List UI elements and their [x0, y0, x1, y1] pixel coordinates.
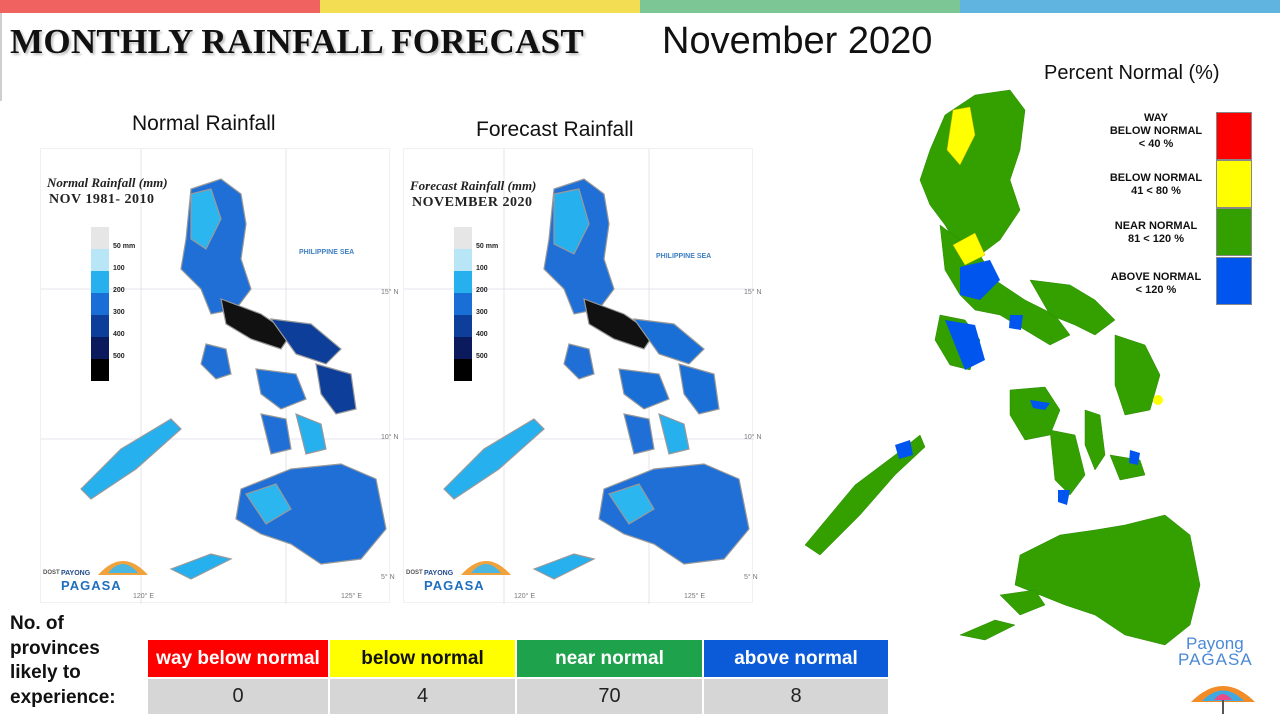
forecast-map-caption: Forecast Rainfall (mm): [410, 178, 537, 193]
scale-swatch: [454, 227, 472, 249]
lon-tick: 125° E: [341, 593, 363, 600]
count-below-normal: 4: [330, 677, 517, 714]
scale-swatch: [454, 359, 472, 381]
scale-swatch: [91, 227, 109, 249]
dost-label: DOST: [43, 570, 60, 576]
lon-tick: 120° E: [133, 593, 155, 600]
sea-label: PHILIPPINE SEA: [299, 249, 355, 256]
lat-tick: 10° N: [744, 434, 762, 441]
scale-label: 300: [113, 309, 125, 316]
normal-rainfall-map: Normal Rainfall (mm) NOV 1981- 2010 PHIL…: [40, 148, 399, 604]
umbrella-icon: [98, 561, 148, 575]
normal-map-graphic: [41, 149, 391, 604]
legend-label: NEAR NORMAL 81 < 120 %: [1114, 220, 1198, 245]
header-near-normal: near normal: [517, 640, 704, 677]
forecast-rainfall-heading: Forecast Rainfall: [476, 118, 634, 141]
count-near-normal: 70: [517, 677, 704, 714]
lat-tick: 15° N: [744, 289, 762, 296]
scale-label: 400: [476, 331, 488, 338]
legend-label: ABOVE NORMAL < 120 %: [1110, 271, 1202, 296]
scale-swatch: [91, 271, 109, 293]
legend-above-normal: ABOVE NORMAL < 120 %: [1100, 257, 1280, 305]
scale-label: 200: [476, 287, 488, 294]
legend-near-normal: NEAR NORMAL 81 < 120 %: [1100, 208, 1280, 256]
normal-map-caption: Normal Rainfall (mm): [47, 175, 168, 190]
header-way-below-normal: way below normal: [148, 640, 330, 677]
legend-way-below-normal: WAY BELOW NORMAL < 40 %: [1100, 112, 1280, 160]
provinces-label: No. of provinces likely to experience:: [10, 613, 116, 708]
scale-label: 300: [476, 309, 488, 316]
scale-swatch: [454, 315, 472, 337]
scale-swatch: [91, 315, 109, 337]
forecast-map-graphic: [404, 149, 754, 604]
scale-label: 100: [476, 265, 488, 272]
percent-normal-map: [804, 89, 1201, 646]
forecast-rainfall-map: Forecast Rainfall (mm) NOVEMBER 2020 PHI…: [403, 148, 762, 604]
count-way-below-normal: 0: [148, 677, 330, 714]
rainfall-scale: 50 mm 100 200 300 400 500: [454, 227, 524, 381]
scale-swatch: [454, 271, 472, 293]
scale-label: 400: [113, 331, 125, 338]
page-title: MONTHLY RAINFALL FORECAST: [10, 22, 585, 61]
legend-swatch-yellow: [1216, 160, 1252, 208]
legend-swatch-blue: [1216, 257, 1252, 305]
scale-label: 500: [113, 353, 125, 360]
payong-pagasa-brand: Payong PAGASA: [1178, 634, 1278, 720]
legend-label: BELOW NORMAL 41 < 80 %: [1109, 172, 1203, 197]
scale-swatch: [454, 249, 472, 271]
brand-line1: Payong: [1186, 634, 1244, 653]
count-above-normal: 8: [704, 677, 890, 714]
scale-swatch: [454, 293, 472, 315]
stripe-blue: [960, 0, 1280, 13]
scale-swatch: [91, 293, 109, 315]
scale-swatch: [91, 337, 109, 359]
stripe-yellow: [320, 0, 640, 13]
legend-swatch-red: [1216, 112, 1252, 160]
payong-label: PAYONG: [61, 570, 91, 577]
top-color-stripe: [0, 0, 1280, 13]
stripe-red: [0, 0, 320, 13]
scale-label: 100: [113, 265, 125, 272]
forecast-month: November 2020: [662, 20, 933, 62]
normal-rainfall-heading: Normal Rainfall: [132, 112, 276, 135]
scale-label: 50 mm: [476, 243, 499, 250]
sea-label: PHILIPPINE SEA: [656, 253, 712, 260]
scale-swatch: [454, 337, 472, 359]
pagasa-label: PAGASA: [424, 578, 485, 593]
percent-normal-title: Percent Normal (%): [1044, 62, 1220, 84]
scale-label: 50 mm: [113, 243, 136, 250]
forecast-map-period: NOVEMBER 2020: [412, 195, 533, 210]
rainfall-scale: 50 mm 100 200 300 400 500: [91, 227, 161, 381]
header-above-normal: above normal: [704, 640, 890, 677]
payong-pagasa-logo: DOST PAYONG PAGASA: [406, 553, 516, 601]
legend-label: WAY BELOW NORMAL < 40 %: [1109, 112, 1203, 150]
table-values-row: 0 4 70 8: [148, 677, 890, 714]
table-header-row: way below normal below normal near norma…: [148, 640, 890, 677]
scale-label: 200: [113, 287, 125, 294]
lon-tick: 120° E: [514, 593, 536, 600]
legend-below-normal: BELOW NORMAL 41 < 80 %: [1100, 160, 1280, 208]
brand-line2: PAGASA: [1178, 650, 1253, 669]
payong-pagasa-logo: DOST PAYONG PAGASA: [43, 553, 153, 601]
payong-label: PAYONG: [424, 570, 454, 577]
dost-label: DOST: [406, 570, 423, 576]
scale-swatch: [91, 359, 109, 381]
scale-swatch: [91, 249, 109, 271]
normal-map-period: NOV 1981- 2010: [49, 192, 155, 207]
title-rule: [0, 13, 2, 101]
umbrella-icon: [461, 561, 511, 575]
lat-tick: 5° N: [744, 574, 758, 581]
lat-tick: 5° N: [381, 574, 395, 581]
pagasa-label: PAGASA: [61, 578, 122, 593]
scale-label: 500: [476, 353, 488, 360]
provinces-table: way below normal below normal near norma…: [148, 640, 890, 714]
header-below-normal: below normal: [330, 640, 517, 677]
stripe-green: [640, 0, 960, 13]
lon-tick: 125° E: [684, 593, 706, 600]
lat-tick: 15° N: [381, 289, 399, 296]
umbrella-icon: [1191, 686, 1255, 714]
lat-tick: 10° N: [381, 434, 399, 441]
legend-swatch-green: [1216, 208, 1252, 256]
